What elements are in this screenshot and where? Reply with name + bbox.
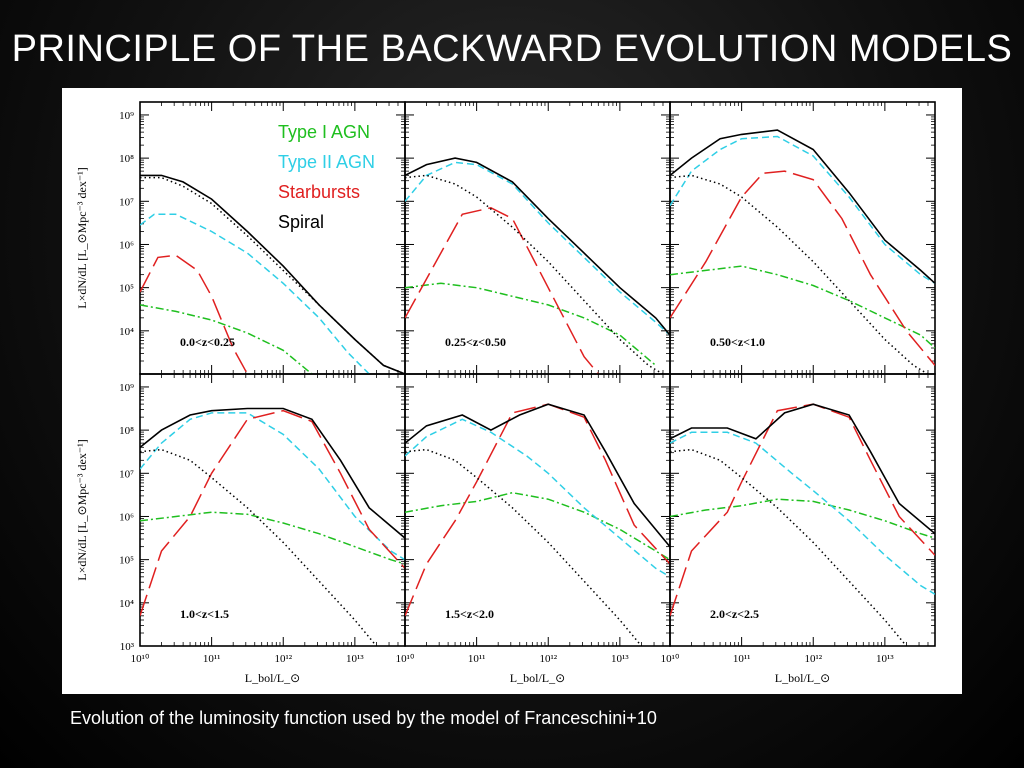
y-tick-label: 10⁴ [119,326,134,338]
y-tick-label: 10⁷ [119,196,134,208]
y-tick-label: 10⁹ [119,382,134,394]
x-tick-label: 10¹¹ [203,653,221,665]
x-tick-label: 10¹² [804,653,822,665]
y-tick-label: 10⁷ [119,468,134,480]
series-line-type1 [670,498,935,539]
series-line-spiral [670,174,929,374]
series-line-type1 [670,265,935,349]
y-axis-label: L×dN/dL [L_⊙Mpc⁻³ dex⁻¹] [75,167,89,309]
series-line-starburst [140,409,405,617]
series-line-starburst [140,254,249,374]
x-tick-label: 10¹⁰ [396,653,415,665]
x-tick-label: 10¹³ [611,653,629,665]
figure-panel: 10⁴ 10⁵ 10⁶ 10⁷ 10⁸ 10⁹ L×dN/dL [L_⊙Mpc⁻³ dex⁻… [62,88,962,694]
y-tick-label: 10⁶ [119,511,134,523]
redshift-label: 0.25<z<0.50 [445,335,506,349]
series-line-starburst [405,403,670,617]
y-tick-label: 10⁴ [119,598,134,610]
slide-title: PRINCIPLE OF THE BACKWARD EVOLUTION MODE… [11,28,1013,70]
series-line-type1 [405,282,657,366]
x-tick-label: 10¹² [274,653,292,665]
series-line-total [140,174,405,374]
series-line-starburst [670,170,935,366]
series-line-type2 [405,418,670,578]
redshift-label: 1.0<z<1.5 [180,607,229,621]
series-line-type1 [405,491,670,561]
luminosity-function-chart: 10⁴ 10⁵ 10⁶ 10⁷ 10⁸ 10⁹ L×dN/dL [L_⊙Mpc⁻³ dex⁻… [75,101,936,685]
panel-frame [404,101,671,375]
y-tick-label: 10³ [120,641,135,653]
x-axis-label: L_bol/L_⊙ [775,671,830,685]
redshift-label: 0.0<z<0.25 [180,335,235,349]
redshift-label: 0.50<z<1.0 [710,335,765,349]
x-tick-label: 10¹² [539,653,557,665]
series-line-total [670,129,935,284]
series-line-type2 [140,213,370,374]
y-tick-label: 10⁶ [119,239,134,251]
legend-entry: Type II AGN [278,152,375,172]
series-line-type2 [140,412,405,561]
panel-frame [139,101,406,375]
x-tick-label: 10¹⁰ [661,653,680,665]
y-tick-label: 10⁵ [119,555,134,567]
series-line-type1 [140,511,405,565]
x-axis-label: L_bol/L_⊙ [245,671,300,685]
series-line-total [670,403,935,535]
figure-caption: Evolution of the luminosity function use… [70,708,657,728]
redshift-label: 1.5<z<2.0 [445,607,494,621]
series-line-total [140,407,405,539]
series-line-total [405,157,670,336]
y-axis-label: L×dN/dL [L_⊙Mpc⁻³ dex⁻¹] [75,439,89,581]
x-tick-label: 10¹³ [346,653,364,665]
y-tick-label: 10⁵ [119,283,134,295]
legend-entry: Starbursts [278,182,360,202]
panel-frame [139,373,406,647]
x-tick-label: 10¹¹ [733,653,751,665]
series-line-spiral [670,448,907,646]
redshift-label: 2.0<z<2.5 [710,607,759,621]
series-line-starburst [670,403,935,617]
series-line-type2 [670,135,935,284]
series-line-total [405,403,670,548]
series-line-type1 [140,304,313,374]
y-tick-label: 10⁹ [119,110,134,122]
y-tick-label: 10⁸ [119,425,134,437]
x-axis-label: L_bol/L_⊙ [510,671,565,685]
legend-entry: Spiral [278,212,324,232]
series-line-spiral [140,448,377,646]
legend-entry: Type I AGN [278,122,370,142]
x-tick-label: 10¹⁰ [131,653,150,665]
x-tick-label: 10¹³ [876,653,894,665]
y-tick-label: 10⁸ [119,153,134,165]
series-line-spiral [405,448,642,646]
panel-frame [404,373,671,647]
series-line-starburst [405,207,599,374]
series-line-type2 [405,161,670,336]
series-line-spiral [405,174,664,374]
x-tick-label: 10¹¹ [468,653,486,665]
